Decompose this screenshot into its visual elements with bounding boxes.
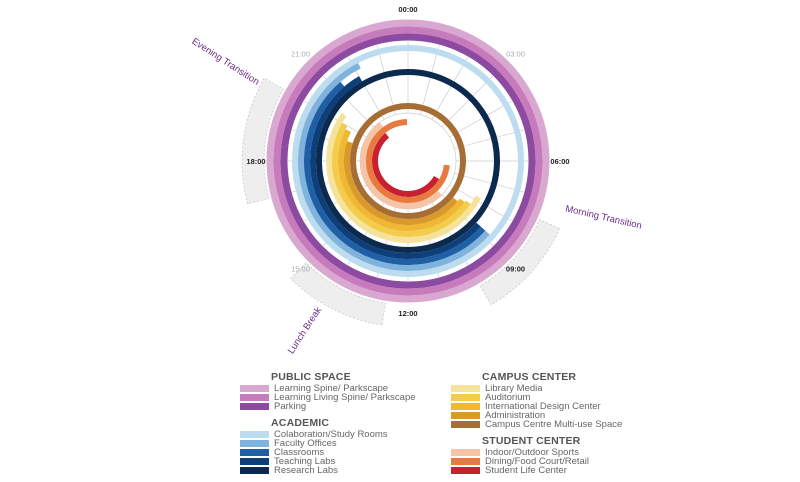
legend-item: Teaching Labs	[240, 457, 416, 466]
legend-swatch	[451, 394, 480, 401]
legend-swatch	[451, 467, 480, 474]
legend-item: Classrooms	[240, 448, 416, 457]
hour-label-2100: 21:00	[291, 50, 310, 59]
hour-label-0000: 00:00	[398, 5, 417, 14]
legend-label: Indoor/Outdoor Sports	[485, 447, 579, 458]
evening-transition-band	[241, 77, 284, 205]
legend-swatch	[240, 449, 269, 456]
hour-spoke	[431, 56, 469, 120]
learning-living-spine-parkscape-ring	[273, 26, 543, 296]
legend-swatch	[240, 431, 269, 438]
hour-spoke	[376, 44, 396, 115]
legend-item: Parking	[240, 402, 416, 411]
hour-spoke	[454, 129, 525, 149]
dining-food-court-retail-ring	[366, 119, 450, 203]
legend-item: Colaboration/Study Rooms	[240, 430, 416, 439]
legend-label: Student Life Center	[485, 465, 567, 476]
hour-spoke	[449, 100, 513, 138]
legend-label: Classrooms	[274, 447, 325, 458]
legend-label: Learning Living Spine/ Parkscape	[274, 392, 416, 403]
transition-bands	[241, 77, 561, 326]
hour-spoke	[420, 44, 440, 115]
colaboration-study-rooms-ring	[292, 45, 524, 277]
legend-group-campus-center: CAMPUS CENTER	[482, 371, 577, 383]
lunch-break-label: Lunch Break	[286, 305, 324, 356]
legend-swatch	[240, 440, 269, 447]
legend-swatch	[240, 458, 269, 465]
hour-label-0600: 06:00	[550, 157, 569, 166]
legend-left: PUBLIC SPACE Learning Spine/ Parkscape Lea…	[240, 371, 416, 475]
legend-label: Auditorium	[485, 392, 531, 403]
evening-transition-label: Evening Transition	[190, 36, 262, 88]
legend-label: Dining/Food Court/Retail	[485, 456, 590, 467]
hour-labels: 00:00 03:00 06:00 09:00 12:00 15:00 18:00 21:00	[246, 5, 569, 318]
legend-item: Learning Living Spine/ Parkscape	[240, 393, 416, 402]
international-design-center-ring	[338, 129, 465, 231]
legend-label: Parking	[274, 401, 307, 412]
hour-spoke	[454, 173, 525, 193]
legend-swatch	[240, 394, 269, 401]
research-labs-ring	[315, 69, 500, 253]
teaching-labs-ring	[310, 76, 481, 259]
legend-item: Research Labs	[240, 466, 416, 475]
campus-centre-multi-use-space-ring	[349, 103, 466, 219]
hour-label-0300: 03:00	[506, 50, 525, 59]
learning-spine-parkscape-ring	[266, 19, 550, 303]
legend-label: International Design Center	[485, 401, 601, 412]
legend-swatch	[451, 458, 480, 465]
legend-group-public-space: PUBLIC SPACE	[271, 371, 351, 383]
legend-group-student-center: STUDENT CENTER	[482, 435, 581, 447]
hour-label-1800: 18:00	[246, 157, 265, 166]
legend-item: Student Life Center	[451, 466, 622, 475]
legend-label: Faculty Offices	[274, 438, 337, 449]
legend-group-academic: ACADEMIC	[271, 417, 330, 429]
legend-item: Learning Spine/ Parkscape	[240, 384, 416, 393]
hour-spoke	[449, 184, 513, 222]
parking-ring	[280, 33, 536, 289]
morning-transition-label: Morning Transition	[564, 203, 643, 231]
classrooms-ring	[304, 81, 486, 265]
legend-swatch	[451, 403, 480, 410]
hour-label-0900: 09:00	[506, 265, 525, 274]
library-media-ring	[326, 112, 482, 243]
legend-label: Campus Centre Multi-use Space	[485, 419, 623, 430]
legend-swatch	[451, 412, 480, 419]
indoor-outdoor-sports-ring	[360, 122, 442, 209]
legend-swatch	[240, 385, 269, 392]
legend-item: Campus Centre Multi-use Space	[451, 420, 622, 429]
legend-swatch	[451, 421, 480, 428]
hour-grid	[288, 41, 528, 281]
hour-spoke	[441, 75, 494, 128]
legend-item: Indoor/Outdoor Sports	[451, 448, 622, 457]
legend-swatch	[451, 449, 480, 456]
legend-label: Administration	[485, 410, 546, 421]
legend-item: Auditorium	[451, 393, 622, 402]
legend-item: Library Media	[451, 384, 622, 393]
administration-ring	[344, 141, 458, 225]
faculty-offices-ring	[298, 62, 490, 271]
legend-item: Faculty Offices	[240, 439, 416, 448]
usage-rings	[266, 19, 550, 303]
legend-item: Administration	[451, 411, 622, 420]
legend-label: Teaching Labs	[274, 456, 336, 467]
legend-label: Research Labs	[274, 465, 338, 476]
legend-swatch	[451, 385, 480, 392]
hour-label-1500: 15:00	[291, 265, 310, 274]
legend-label: Colaboration/Study Rooms	[274, 429, 388, 440]
lunch-break-band	[290, 262, 386, 326]
auditorium-ring	[332, 123, 471, 237]
legend-item: International Design Center	[451, 402, 622, 411]
legend-label: Library Media	[485, 383, 543, 394]
legend-swatch	[240, 467, 269, 474]
legend-item: Dining/Food Court/Retail	[451, 457, 622, 466]
legend-swatch	[240, 403, 269, 410]
hour-label-1200: 12:00	[398, 309, 417, 318]
legend-right: CAMPUS CENTER Library Media Auditorium Inte…	[451, 371, 622, 475]
student-life-center-ring	[372, 133, 440, 197]
morning-transition-band	[479, 219, 561, 306]
legend-label: Learning Spine/ Parkscape	[274, 383, 389, 394]
